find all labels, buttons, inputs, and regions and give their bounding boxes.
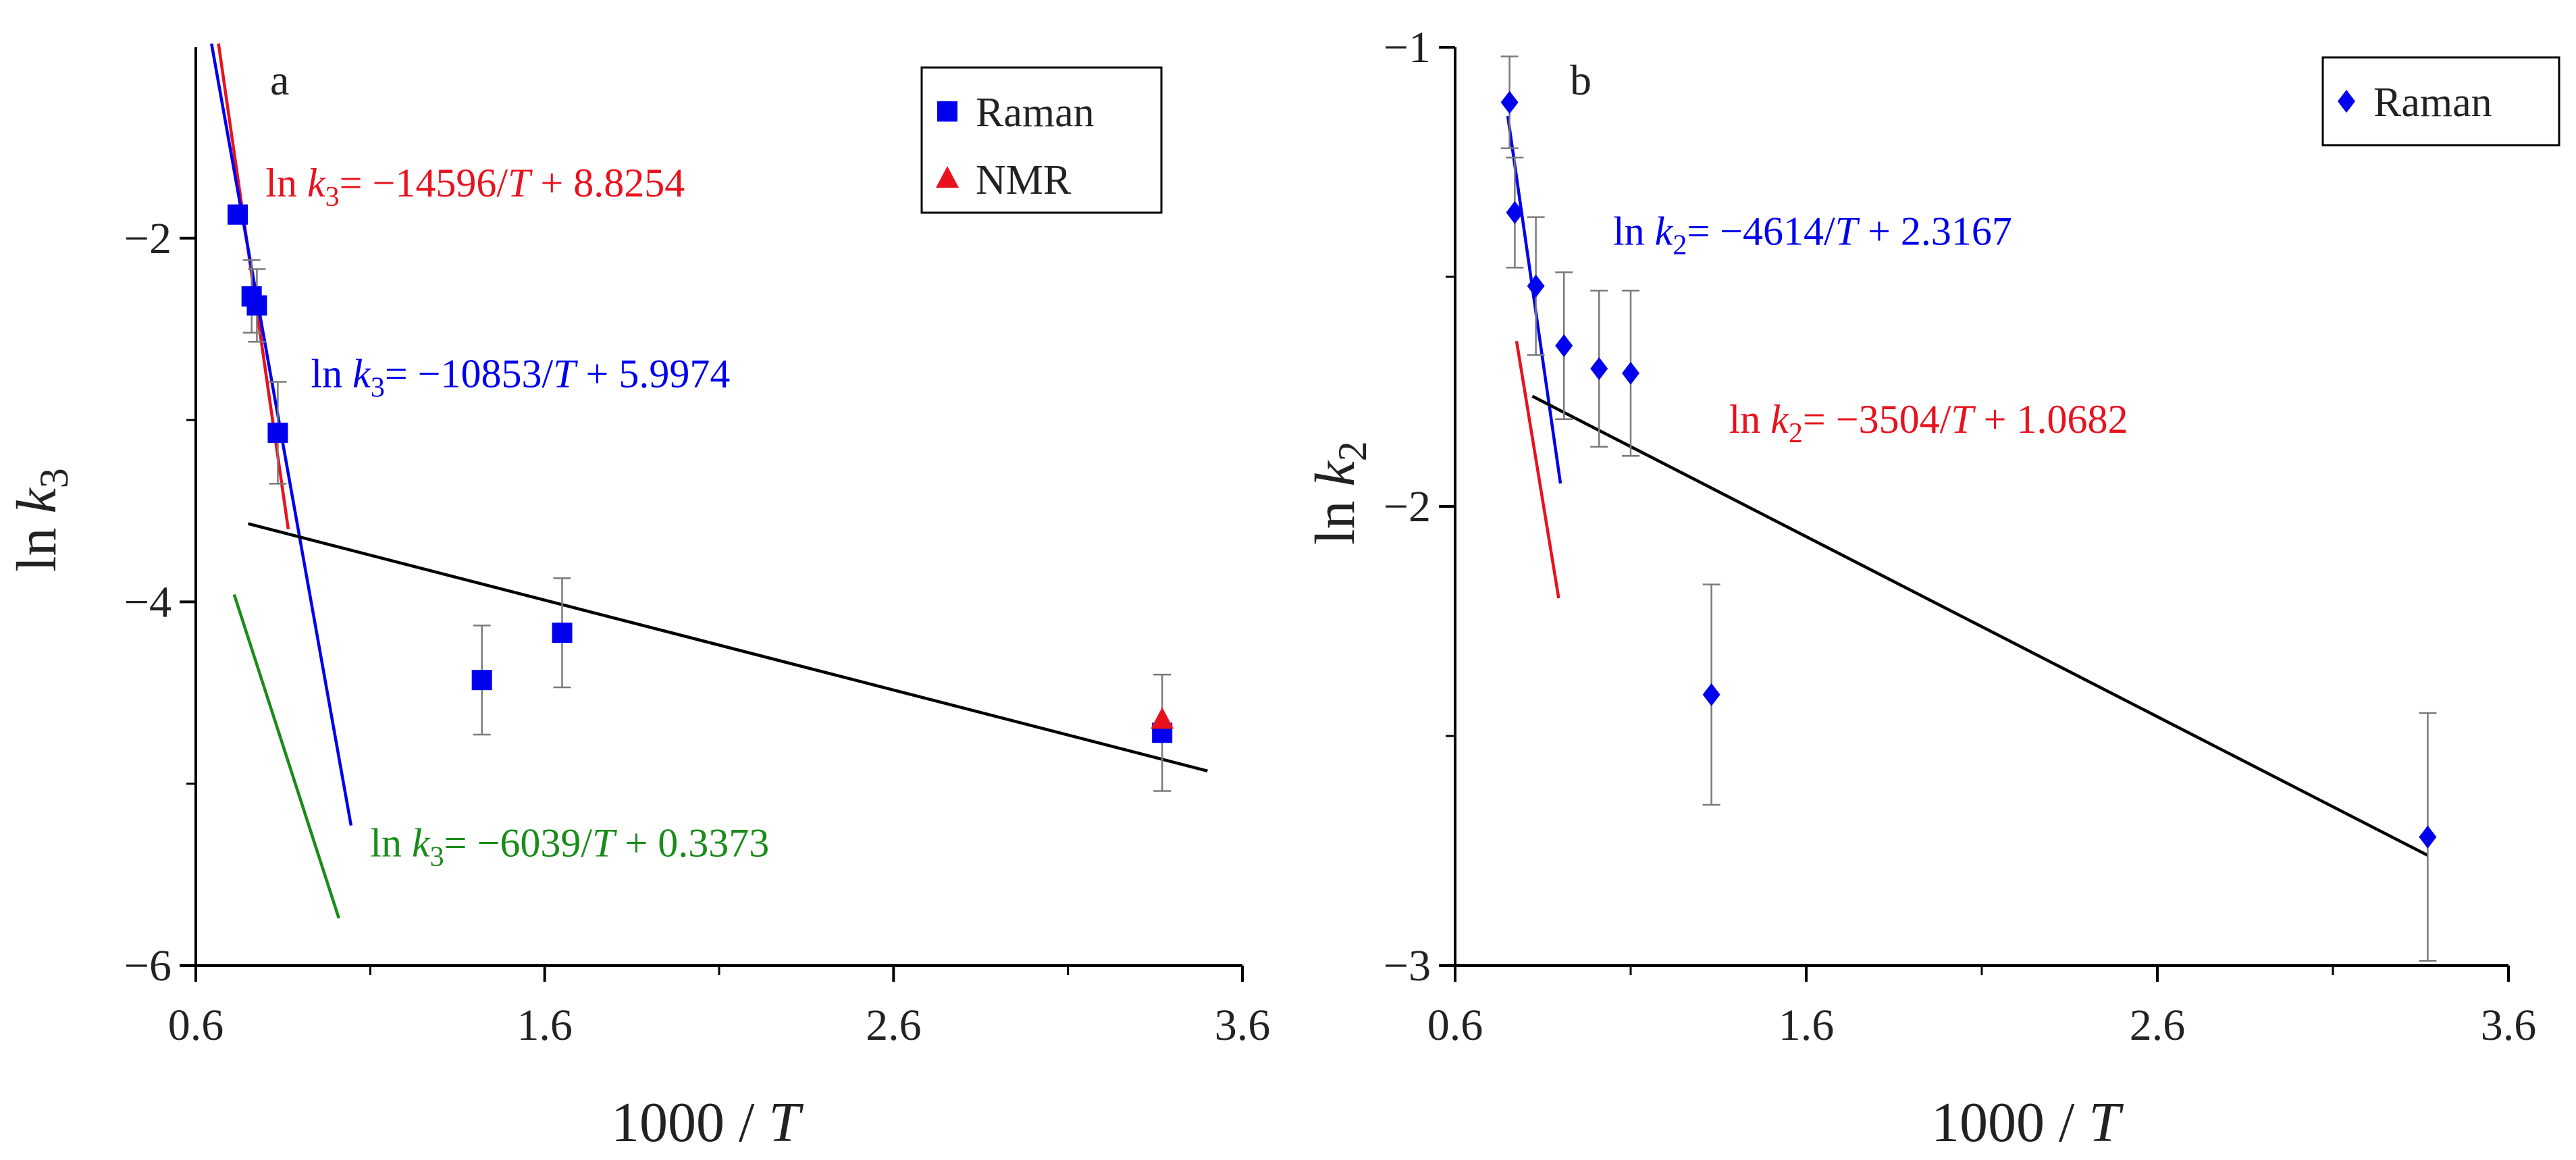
panel-a-equation-2: ln k3= −10853/T + 5.9974 xyxy=(311,352,731,404)
panel-a-equation-1: ln k3= −14596/T + 8.8254 xyxy=(265,161,685,213)
panel-b-legend-marker-raman xyxy=(2338,90,2355,113)
panel-a-raman-point-4 xyxy=(267,422,288,443)
panel-a-x-tick-label: 1.6 xyxy=(517,1001,573,1050)
panel-a-letter: a xyxy=(270,56,289,104)
panel-b-fit-line-1 xyxy=(1506,115,1562,484)
panel-b-fit-line-3 xyxy=(1531,394,2429,857)
panel-b-legend: Raman xyxy=(2321,56,2560,147)
panel-b-raman-point-5 xyxy=(1590,357,1608,380)
panel-b-raman-point-6 xyxy=(1622,361,1639,385)
panel-a-y-tick-label: −6 xyxy=(124,941,172,991)
panel-a-y-tick-label: −2 xyxy=(124,214,172,263)
panel-b-raman-point-4 xyxy=(1555,334,1573,357)
panel-b-letter: b xyxy=(1570,56,1592,104)
panel-a-legend-label-nmr: NMR xyxy=(976,157,1072,203)
panel-b-equation-1: ln k2= −4614/T + 2.3167 xyxy=(1613,209,2012,261)
panel-a-y-axis-title: ln k3 xyxy=(5,468,76,572)
panel-b-equation-2: ln k2= −3504/T + 1.0682 xyxy=(1729,397,2128,449)
panel-b-x-tick-label: 1.6 xyxy=(1779,1001,1835,1050)
panel-a-y-tick-label: −4 xyxy=(124,577,172,627)
panel-a-x-tick-label: 0.6 xyxy=(168,1001,224,1050)
panel-a-raman-point-3 xyxy=(246,295,267,316)
panel-a-legend-marker-nmr xyxy=(936,166,959,188)
chart-panel-a: a 1000 / T ln k3 0.6 1.6 2.6 3.6 −6 −4 −2 ln k3… xyxy=(5,43,1271,1154)
panel-b-y-tick-label: −3 xyxy=(1384,941,1431,991)
panel-a-legend-marker-raman xyxy=(937,101,957,122)
panel-a-x-tick-label: 2.6 xyxy=(866,1001,922,1050)
panel-b-x-axis-title: 1000 / T xyxy=(1931,1091,2124,1154)
panel-a-raman-point-5 xyxy=(471,670,492,691)
panel-a-fit-line-3 xyxy=(232,594,340,919)
panel-a-raman-point-1 xyxy=(228,204,248,225)
panel-b-fit-line-2 xyxy=(1515,340,1560,599)
panel-a-raman-point-6 xyxy=(552,623,573,643)
panel-a-legend-box xyxy=(920,66,1163,214)
panel-a-legend: Raman NMR xyxy=(920,66,1163,214)
panel-b-raman-point-2 xyxy=(1506,201,1524,224)
panel-a-x-tick-label: 3.6 xyxy=(1215,1001,1271,1050)
panel-b-raman-point-3 xyxy=(1527,274,1545,298)
panel-b-x-tick-label: 3.6 xyxy=(2481,1001,2537,1050)
panel-a-fit-line-4 xyxy=(247,522,1208,773)
panel-b-raman-point-7 xyxy=(1702,683,1720,706)
panel-b-y-axis-title: ln k2 xyxy=(1304,441,1375,545)
panel-b-x-tick-label: 2.6 xyxy=(2130,1001,2186,1050)
panel-a-x-axis-title: 1000 / T xyxy=(611,1091,804,1154)
panel-b-y-tick-label: −2 xyxy=(1384,482,1431,531)
panel-b-legend-box xyxy=(2321,56,2560,147)
panel-b-legend-label-raman: Raman xyxy=(2373,80,2492,126)
panel-b-raman-point-8 xyxy=(2419,825,2437,849)
panel-a-equation-3: ln k3= −6039/T + 0.3373 xyxy=(370,820,769,872)
panel-a-nmr-point-1 xyxy=(1151,707,1174,729)
panel-b-raman-point-1 xyxy=(1500,90,1519,114)
panel-a-legend-label-raman: Raman xyxy=(976,90,1095,136)
chart-panel-b: b 1000 / T ln k2 0.6 1.6 2.6 3.6 −3 −2 −1 ln k2… xyxy=(1304,23,2560,1154)
panel-b-y-tick-label: −1 xyxy=(1384,23,1431,72)
panel-b-x-tick-label: 0.6 xyxy=(1427,1001,1483,1050)
